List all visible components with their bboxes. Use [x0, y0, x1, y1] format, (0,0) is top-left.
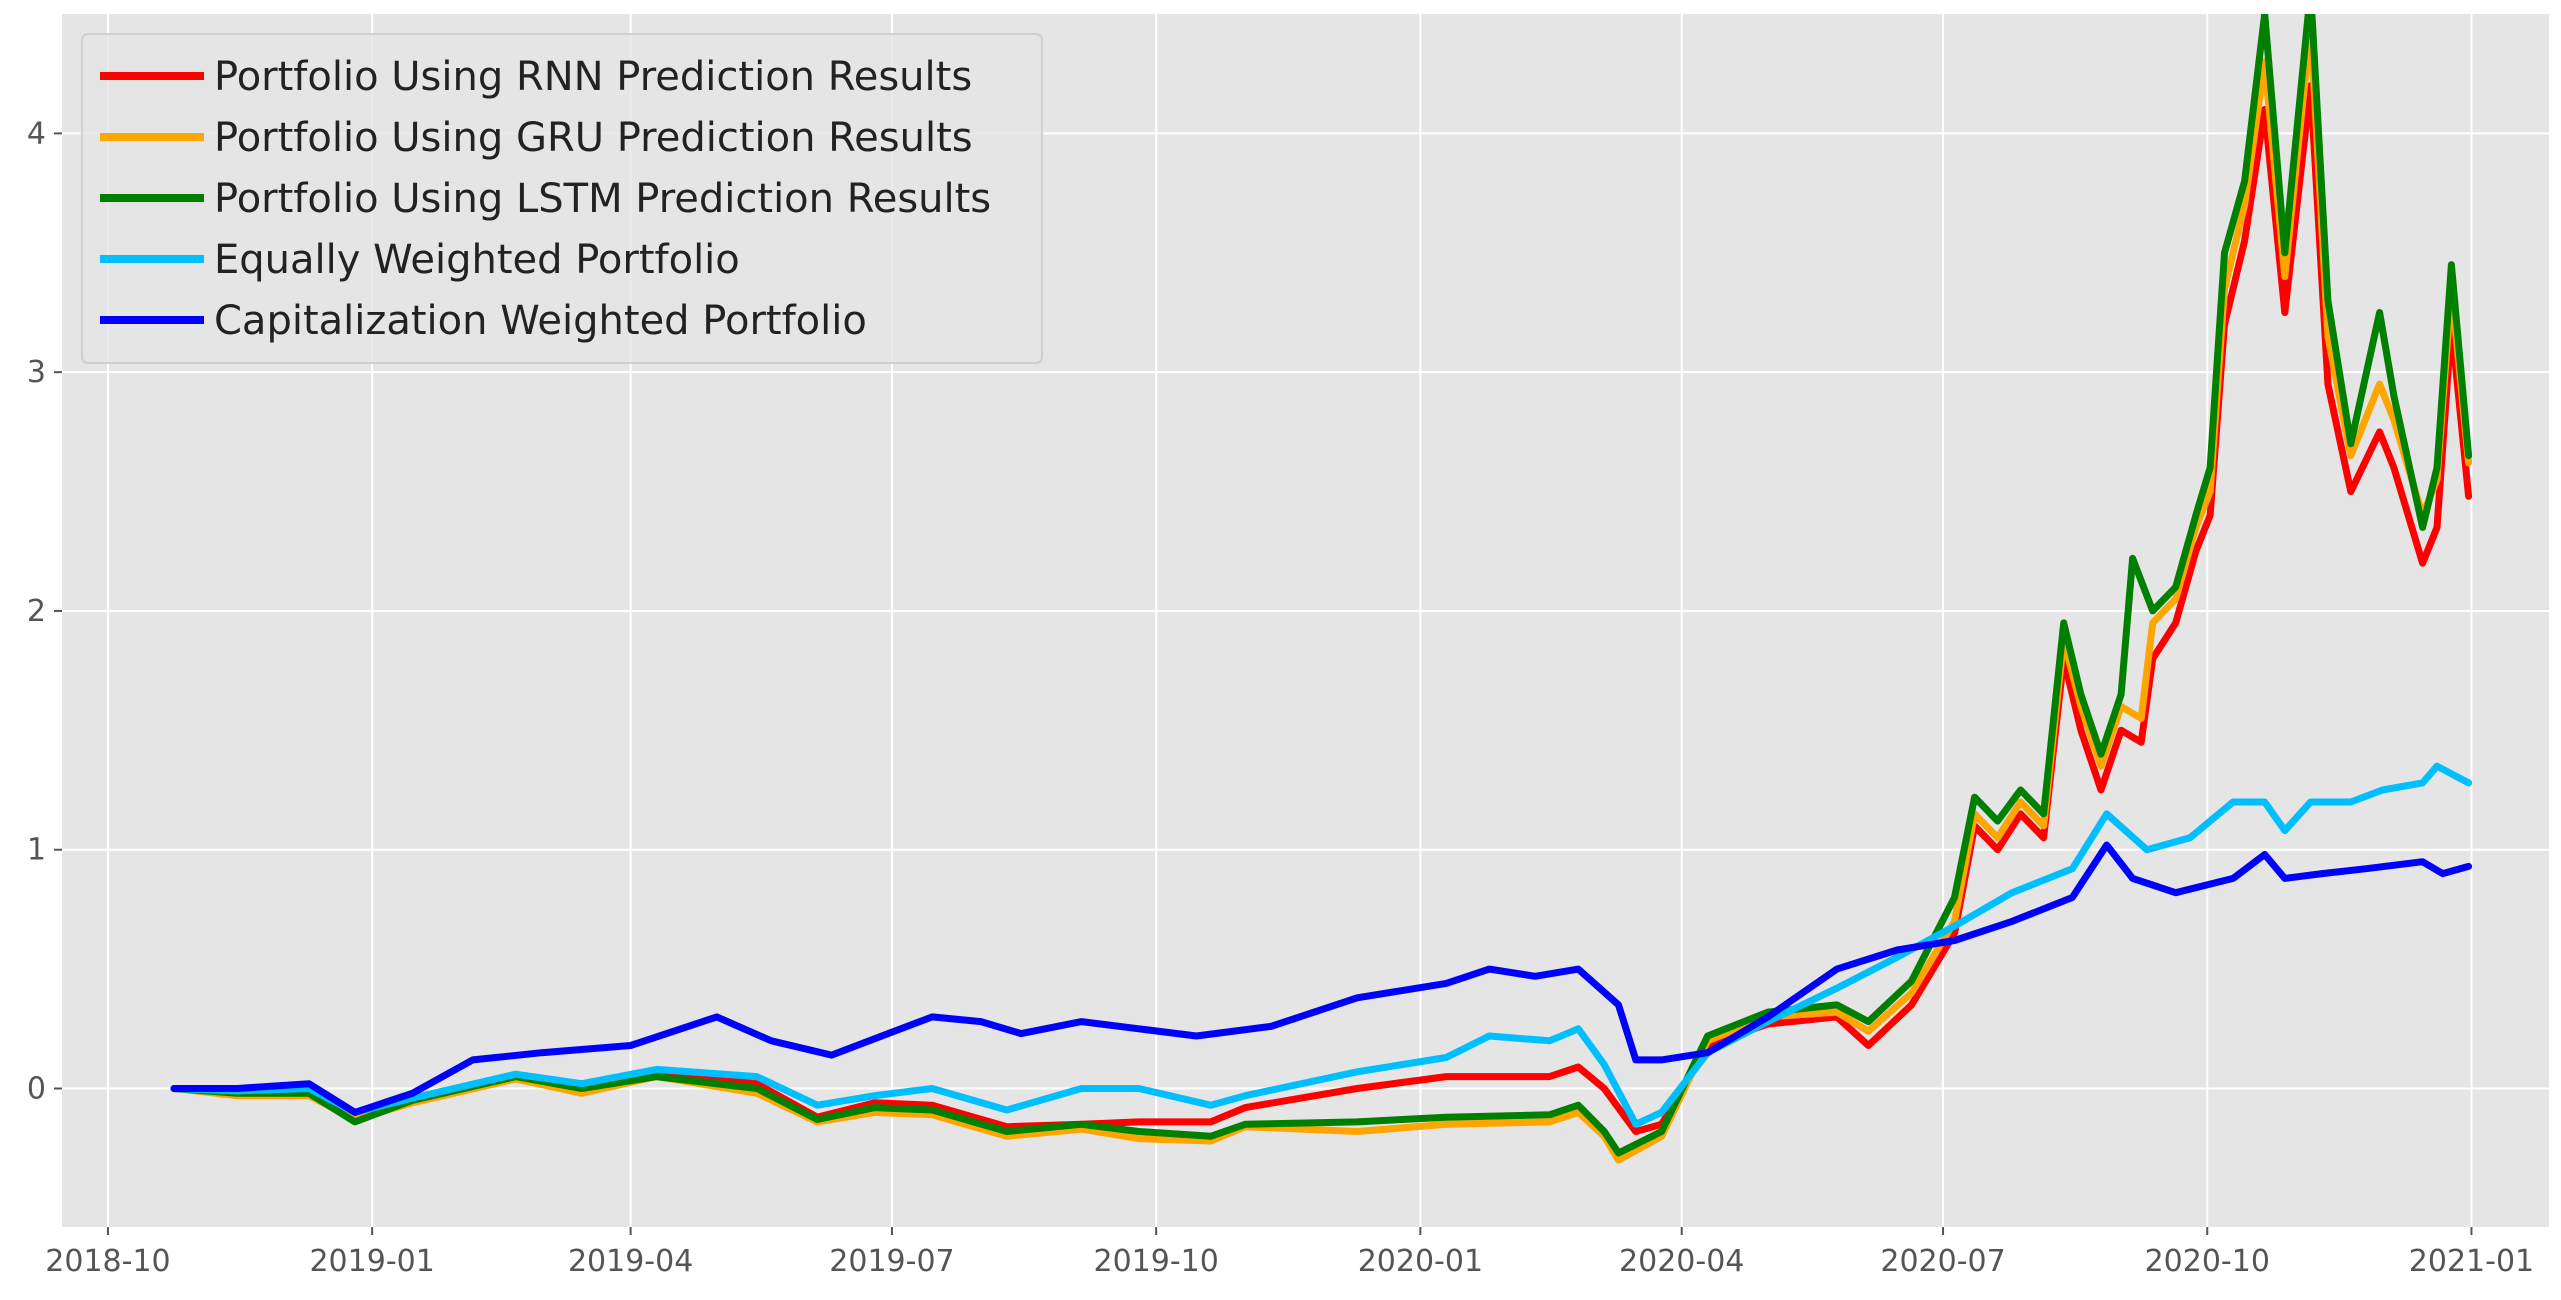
y-axis-ticks: 0 1 2 3 4	[27, 116, 62, 1107]
series-lines	[170, 14, 2473, 1164]
x-tick-label: 2018-10	[45, 1244, 170, 1279]
legend: Portfolio Using RNN Prediction Results Po…	[81, 33, 1043, 364]
y-tick-label: 0	[27, 1072, 46, 1107]
y-tick-label: 3	[27, 355, 46, 390]
y-tick-label: 1	[27, 833, 46, 868]
x-tick-label: 2021-01	[2409, 1244, 2534, 1279]
x-tick-label: 2019-07	[829, 1244, 954, 1279]
x-tick-label: 2020-07	[1880, 1244, 2005, 1279]
series-line-5	[170, 841, 2473, 1116]
series-line-3	[170, 14, 2473, 1157]
x-tick-label: 2019-04	[568, 1244, 693, 1279]
x-axis-ticks: 2018-10 2019-01 2019-04 2019-07 2019-10 2020-…	[45, 1227, 2534, 1279]
x-tick-label: 2019-10	[1093, 1244, 1218, 1279]
legend-box	[81, 33, 1043, 364]
legend-label: Capitalization Weighted Portfolio	[214, 298, 867, 344]
x-tick-label: 2020-04	[1619, 1244, 1744, 1279]
legend-label: Portfolio Using GRU Prediction Results	[214, 115, 973, 161]
x-tick-label: 2019-01	[309, 1244, 434, 1279]
legend-label: Portfolio Using RNN Prediction Results	[214, 54, 972, 100]
legend-label: Equally Weighted Portfolio	[214, 237, 740, 283]
x-tick-label: 2020-10	[2145, 1244, 2270, 1279]
y-tick-label: 2	[27, 594, 46, 629]
legend-label: Portfolio Using LSTM Prediction Results	[214, 176, 991, 222]
y-tick-label: 4	[27, 116, 46, 151]
x-tick-label: 2020-01	[1358, 1244, 1483, 1279]
series-line-4	[170, 762, 2473, 1128]
